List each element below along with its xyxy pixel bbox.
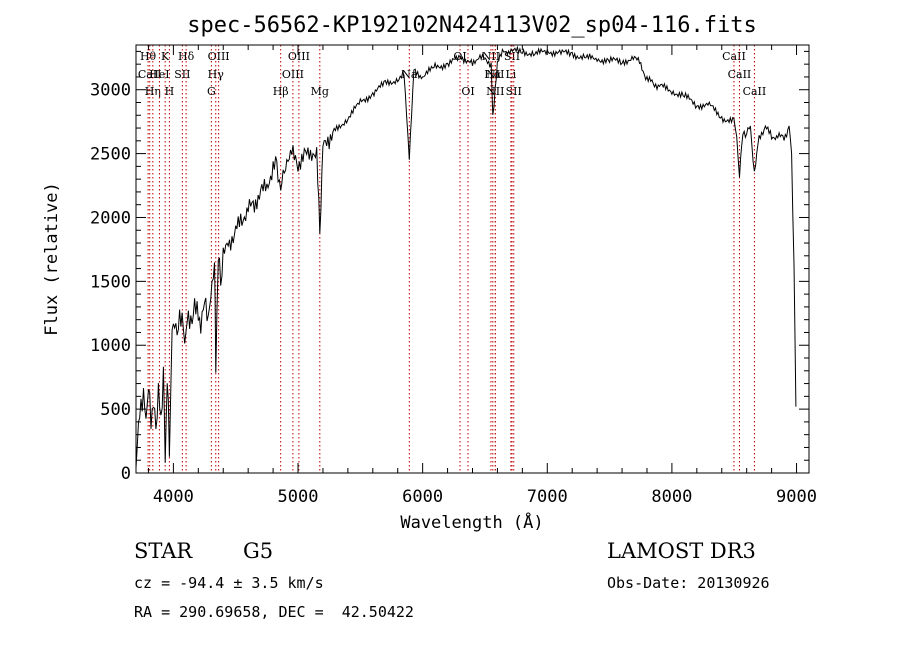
line-label: H (165, 85, 175, 98)
axis-ticks: 4000 5000 6000 7000 8000 9000 0 500 1000 1500 2000… (90, 45, 817, 507)
line-label: Li (505, 68, 516, 81)
line-label: OI (461, 85, 474, 98)
line-label: OIII (208, 50, 230, 63)
x-axis-label: Wavelength (Å) (400, 511, 543, 533)
line-label: CaII (138, 68, 162, 81)
line-label: G (207, 85, 216, 98)
observation-date: Obs-Date: 20130926 (607, 574, 770, 592)
flux-line (135, 45, 797, 468)
line-label: Mg (311, 85, 329, 98)
object-subclass: G5 (243, 539, 274, 563)
chart-title: spec-56562-KP192102N424113V02_sp04-116.f… (187, 13, 757, 38)
x-tick-label: 6000 (402, 487, 443, 507)
y-tick-label: 2000 (90, 208, 131, 228)
object-class: STAR (134, 539, 193, 563)
coordinates: RA = 290.69658, DEC = 42.50422 (134, 603, 414, 621)
line-label: Hη (145, 85, 161, 98)
survey-name: LAMOST DR3 (607, 539, 756, 563)
x-tick-label: 5000 (278, 487, 319, 507)
line-label: CaII (728, 68, 752, 81)
x-tick-label: 4000 (153, 487, 194, 507)
y-tick-label: 3000 (90, 81, 131, 101)
line-label: OIII (282, 68, 304, 81)
line-label: HeI (149, 68, 169, 81)
y-tick-label: 2500 (90, 145, 131, 165)
line-label: SII (506, 85, 522, 98)
y-tick-label: 500 (100, 400, 131, 420)
line-label: OIII (288, 50, 310, 63)
plot-frame (135, 44, 810, 474)
line-label: Hδ (178, 50, 195, 63)
line-label: Hθ (140, 50, 157, 63)
line-label: Hγ (208, 68, 225, 81)
line-label: Hβ (273, 85, 289, 98)
y-tick-label: 1500 (90, 272, 131, 292)
flux-series (135, 45, 797, 468)
redshift-velocity: cz = -94.4 ± 3.5 km/s (134, 574, 324, 592)
line-label: Hα (484, 68, 502, 81)
y-tick-label: 0 (121, 464, 131, 484)
line-label: CaII (743, 85, 767, 98)
line-label: K (161, 50, 170, 63)
x-tick-label: 8000 (651, 487, 692, 507)
line-label: CaII (722, 50, 746, 63)
y-tick-label: 1000 (90, 336, 131, 356)
x-tick-label: 9000 (776, 487, 817, 507)
y-axis-label: Flux (relative) (42, 182, 62, 336)
x-tick-label: 7000 (527, 487, 568, 507)
line-label: SII (174, 68, 190, 81)
